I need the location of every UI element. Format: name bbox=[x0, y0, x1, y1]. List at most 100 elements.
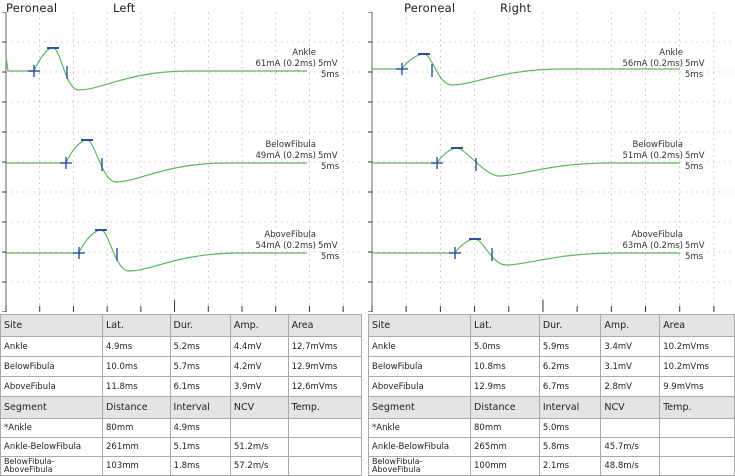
cell: 10.0ms bbox=[102, 356, 171, 377]
table-row: BelowFibula-AboveFibula 100mm 2.1ms 48.8… bbox=[368, 456, 735, 476]
waveform-trace bbox=[372, 238, 680, 266]
col-lat: Lat. bbox=[102, 314, 171, 337]
cell bbox=[229, 418, 289, 438]
cell: 6.1ms bbox=[169, 376, 231, 397]
waveform-area: Ankle 61mA (0.2ms) 5mV 5ms BelowFibula 49mA… bbox=[0, 12, 362, 312]
col-lat: Lat. bbox=[470, 314, 540, 337]
cell: 5.0ms bbox=[538, 418, 602, 438]
table-row: *Ankle 80mm 4.9ms bbox=[0, 418, 363, 438]
trace-label-belowfibula: BelowFibula 51mA (0.2ms) bbox=[622, 140, 683, 161]
cell: BelowFibula-AboveFibula bbox=[0, 456, 103, 476]
site-header-row: Site Lat. Dur. Amp. Area bbox=[368, 314, 735, 337]
cell: 5.2ms bbox=[169, 336, 231, 357]
cell: 12.9ms bbox=[470, 376, 540, 397]
col-dur: Dur. bbox=[538, 314, 602, 337]
trace-gain-abovefibula: 5mV 5ms bbox=[318, 241, 340, 262]
cell: 3.1mV bbox=[600, 356, 661, 377]
cell: 6.2ms bbox=[538, 356, 602, 377]
trace-gain-ankle: 5mV 5ms bbox=[685, 59, 705, 80]
trace-label-abovefibula: AboveFibula 54mA (0.2ms) bbox=[255, 230, 316, 251]
cell: 10.8ms bbox=[470, 356, 540, 377]
trace-label-ankle: Ankle 61mA (0.2ms) bbox=[255, 48, 316, 69]
cell: 51.2m/s bbox=[229, 437, 289, 457]
table-row: Ankle 5.0ms 5.9ms 3.4mV 10.2mVms bbox=[368, 336, 735, 357]
cell bbox=[287, 437, 363, 457]
cell: 12.7mVms bbox=[287, 336, 363, 357]
cell: 5.8ms bbox=[538, 437, 602, 457]
left-panel: Peroneal Left Ankle 61mA (0.2ms) 5mV 5ms B… bbox=[0, 0, 363, 476]
waveform-trace bbox=[372, 53, 680, 86]
trace-label-abovefibula: AboveFibula 63mA (0.2ms) bbox=[622, 230, 683, 251]
table-row: *Ankle 80mm 5.0ms bbox=[368, 418, 735, 438]
table-row: Ankle 4.9ms 5.2ms 4.4mV 12.7mVms bbox=[0, 336, 363, 357]
cell: 1.8ms bbox=[169, 456, 231, 476]
cell: BelowFibula bbox=[0, 356, 103, 377]
cell: 57.2m/s bbox=[229, 456, 289, 476]
col-amp: Amp. bbox=[600, 314, 661, 337]
waveform-trace bbox=[6, 229, 307, 272]
col-ncv: NCV bbox=[229, 396, 289, 419]
side-title: Right bbox=[500, 1, 532, 15]
waveform-grid bbox=[2, 12, 362, 312]
trace-gain-abovefibula: 5mV 5ms bbox=[685, 241, 705, 262]
trace-gain-belowfibula: 5mV 5ms bbox=[685, 151, 705, 172]
col-area: Area bbox=[287, 314, 363, 337]
cell: 3.9mV bbox=[229, 376, 289, 397]
cell: 80mm bbox=[470, 418, 540, 438]
cell bbox=[287, 456, 363, 476]
col-area: Area bbox=[659, 314, 735, 337]
table-row: BelowFibula-AboveFibula 103mm 1.8ms 57.2… bbox=[0, 456, 363, 476]
cell: BelowFibula bbox=[368, 356, 471, 377]
col-segment: Segment bbox=[0, 396, 103, 419]
cell: 10.2mVms bbox=[659, 336, 735, 357]
cell: Ankle bbox=[368, 336, 471, 357]
cell bbox=[287, 418, 363, 438]
trace-gain-belowfibula: 5mV 5ms bbox=[318, 151, 340, 172]
cell: AboveFibula bbox=[0, 376, 103, 397]
col-temp: Temp. bbox=[659, 396, 735, 419]
cell bbox=[659, 437, 735, 457]
cell: 2.1ms bbox=[538, 456, 602, 476]
col-dur: Dur. bbox=[169, 314, 231, 337]
cell: *Ankle bbox=[368, 418, 471, 438]
nerve-title: Peroneal bbox=[6, 1, 58, 15]
col-segment: Segment bbox=[368, 396, 471, 419]
col-site: Site bbox=[0, 314, 103, 337]
col-interval: Interval bbox=[169, 396, 231, 419]
measurement-table: Site Lat. Dur. Amp. Area Ankle 5.0ms 5.9… bbox=[368, 314, 735, 476]
cell: Ankle-BelowFibula bbox=[368, 437, 471, 457]
table-row: Ankle-BelowFibula 261mm 5.1ms 51.2m/s bbox=[0, 437, 363, 457]
cell: 12.9mVms bbox=[287, 356, 363, 377]
cell bbox=[659, 456, 735, 476]
cell: 4.9ms bbox=[169, 418, 231, 438]
cell: 6.7ms bbox=[538, 376, 602, 397]
waveform-area: Ankle 56mA (0.2ms) 5mV 5ms BelowFibula 51mA… bbox=[368, 12, 735, 312]
cell: Ankle bbox=[0, 336, 103, 357]
cell: 48.8m/s bbox=[600, 456, 661, 476]
table-row: BelowFibula 10.8ms 6.2ms 3.1mV 10.2mVms bbox=[368, 356, 735, 377]
cell: *Ankle bbox=[0, 418, 103, 438]
cell: 12.6mVms bbox=[287, 376, 363, 397]
cell: 5.9ms bbox=[538, 336, 602, 357]
cell: 3.4mV bbox=[600, 336, 661, 357]
col-temp: Temp. bbox=[287, 396, 363, 419]
cell: 261mm bbox=[102, 437, 171, 457]
col-distance: Distance bbox=[102, 396, 171, 419]
side-title: Left bbox=[113, 1, 136, 15]
table-row: AboveFibula 11.8ms 6.1ms 3.9mV 12.6mVms bbox=[0, 376, 363, 397]
cell: 9.9mVms bbox=[659, 376, 735, 397]
cell: 2.8mV bbox=[600, 376, 661, 397]
cell: 103mm bbox=[102, 456, 171, 476]
cell: 11.8ms bbox=[102, 376, 171, 397]
cell: BelowFibula-AboveFibula bbox=[368, 456, 471, 476]
table-row: AboveFibula 12.9ms 6.7ms 2.8mV 9.9mVms bbox=[368, 376, 735, 397]
cell: AboveFibula bbox=[368, 376, 471, 397]
table-row: Ankle-BelowFibula 265mm 5.8ms 45.7m/s bbox=[368, 437, 735, 457]
trace-gain-ankle: 5mV 5ms bbox=[318, 59, 340, 80]
waveform-trace bbox=[372, 147, 680, 177]
trace-label-ankle: Ankle 56mA (0.2ms) bbox=[622, 48, 683, 69]
nerve-title: Peroneal bbox=[404, 1, 456, 15]
cell: 4.9ms bbox=[102, 336, 171, 357]
col-ncv: NCV bbox=[600, 396, 661, 419]
cell bbox=[600, 418, 661, 438]
